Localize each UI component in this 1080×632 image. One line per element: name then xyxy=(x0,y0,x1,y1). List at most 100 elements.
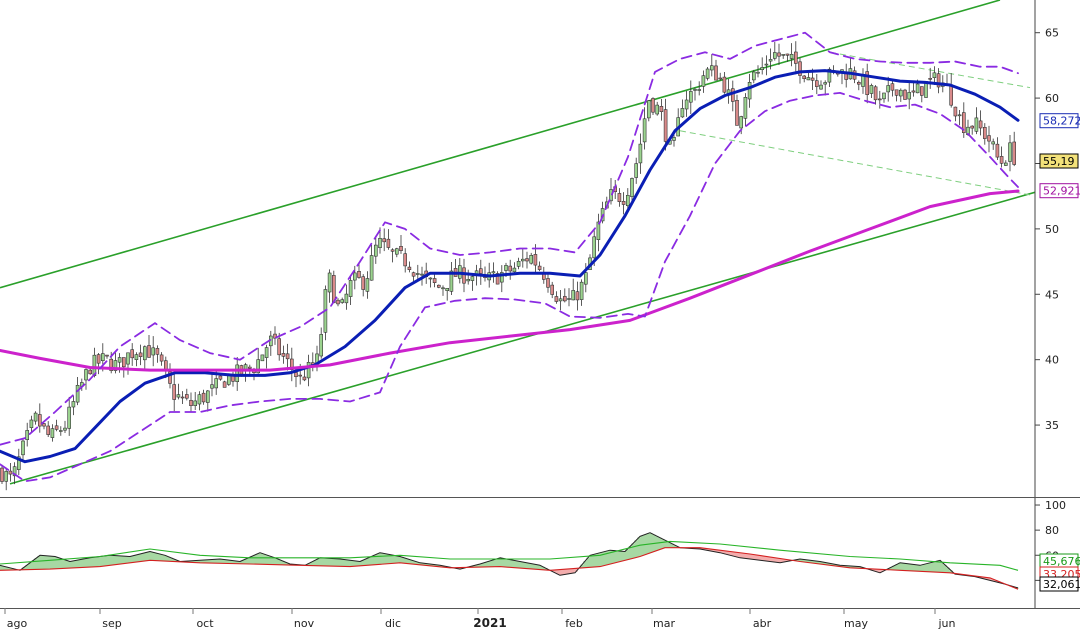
time-x-axis[interactable]: ago sep oct nov dic 2021 feb mar abr may jun xyxy=(4,608,956,630)
candle[interactable] xyxy=(84,368,88,390)
candle[interactable] xyxy=(399,235,403,254)
candle[interactable] xyxy=(886,76,891,102)
candle[interactable] xyxy=(222,380,227,388)
candle[interactable] xyxy=(394,247,399,258)
candle[interactable] xyxy=(499,265,504,293)
candle[interactable] xyxy=(1012,131,1017,167)
candle[interactable] xyxy=(739,115,744,135)
oscillator-series-oscillator[interactable] xyxy=(0,532,1019,589)
candle[interactable] xyxy=(197,391,202,411)
candle[interactable] xyxy=(58,426,63,436)
candle[interactable] xyxy=(134,352,139,367)
candle[interactable] xyxy=(1008,135,1012,172)
candle[interactable] xyxy=(0,464,4,484)
candle[interactable] xyxy=(441,285,445,296)
candle[interactable] xyxy=(50,424,55,442)
candle[interactable] xyxy=(508,259,513,280)
candle[interactable] xyxy=(8,463,13,482)
series-lower-envelope[interactable] xyxy=(0,92,1019,483)
candle[interactable] xyxy=(21,439,25,461)
candle[interactable] xyxy=(789,43,794,67)
candle[interactable] xyxy=(596,213,601,252)
candle[interactable] xyxy=(331,270,336,304)
candle[interactable] xyxy=(172,373,176,412)
candle[interactable] xyxy=(630,177,634,202)
candle[interactable] xyxy=(756,65,760,78)
candle[interactable] xyxy=(982,123,987,145)
candle[interactable] xyxy=(751,69,756,84)
candle[interactable] xyxy=(777,43,781,65)
candle[interactable] xyxy=(554,291,559,304)
trendline-channel-lower[interactable] xyxy=(9,191,1035,485)
candle[interactable] xyxy=(470,273,475,291)
candle[interactable] xyxy=(823,80,828,96)
candle[interactable] xyxy=(961,102,966,138)
candle[interactable] xyxy=(126,352,130,375)
candle[interactable] xyxy=(415,264,420,281)
candle[interactable] xyxy=(462,258,466,293)
candle[interactable] xyxy=(953,106,958,122)
candle[interactable] xyxy=(919,86,924,103)
candle[interactable] xyxy=(672,134,676,147)
candle[interactable] xyxy=(634,157,639,184)
series-upper-envelope[interactable] xyxy=(0,31,1019,446)
candle[interactable] xyxy=(491,262,496,283)
candle[interactable] xyxy=(802,75,807,83)
candle[interactable] xyxy=(646,100,651,122)
candle[interactable] xyxy=(693,87,697,101)
candle[interactable] xyxy=(264,344,269,369)
candle[interactable] xyxy=(793,41,798,75)
candle[interactable] xyxy=(37,403,42,433)
candle[interactable] xyxy=(529,252,534,265)
candle[interactable] xyxy=(336,298,340,307)
candle[interactable] xyxy=(928,67,933,89)
candle[interactable] xyxy=(382,228,387,252)
candle[interactable] xyxy=(743,93,748,126)
candle[interactable] xyxy=(478,259,483,285)
candle[interactable] xyxy=(403,248,408,273)
candle[interactable] xyxy=(697,81,702,96)
candle[interactable] xyxy=(206,390,210,412)
candle[interactable] xyxy=(155,345,160,363)
candle[interactable] xyxy=(357,264,361,279)
candle[interactable] xyxy=(537,261,542,272)
candle[interactable] xyxy=(806,72,811,81)
oscillator-series-upper-band[interactable] xyxy=(0,540,1019,571)
candle[interactable] xyxy=(722,72,727,94)
candle[interactable] xyxy=(978,110,983,136)
candle[interactable] xyxy=(567,288,571,307)
candle[interactable] xyxy=(907,82,912,110)
candle[interactable] xyxy=(260,354,265,362)
trendline-channel-upper[interactable] xyxy=(0,0,1001,289)
candle[interactable] xyxy=(344,284,349,310)
candle[interactable] xyxy=(281,345,286,364)
candle[interactable] xyxy=(369,244,374,281)
candle[interactable] xyxy=(995,137,1000,160)
candle[interactable] xyxy=(579,279,584,306)
candle[interactable] xyxy=(520,248,525,268)
candle[interactable] xyxy=(386,229,391,250)
candle[interactable] xyxy=(201,389,206,405)
candle[interactable] xyxy=(890,79,895,97)
candle[interactable] xyxy=(96,353,101,375)
candle[interactable] xyxy=(180,391,185,404)
candle[interactable] xyxy=(869,83,874,98)
candle[interactable] xyxy=(340,297,345,304)
candle[interactable] xyxy=(407,261,412,273)
candle[interactable] xyxy=(67,396,71,436)
candle[interactable] xyxy=(705,67,710,81)
candle[interactable] xyxy=(218,375,223,381)
candle[interactable] xyxy=(571,278,576,301)
candle[interactable] xyxy=(617,188,622,207)
candle[interactable] xyxy=(327,269,332,303)
candle[interactable] xyxy=(1003,160,1008,166)
candle[interactable] xyxy=(466,269,471,285)
series-moving-average[interactable] xyxy=(0,69,1020,464)
candle[interactable] xyxy=(894,89,899,102)
candle[interactable] xyxy=(143,345,147,371)
candle[interactable] xyxy=(562,288,567,303)
candle[interactable] xyxy=(449,262,454,295)
candle[interactable] xyxy=(865,63,870,104)
